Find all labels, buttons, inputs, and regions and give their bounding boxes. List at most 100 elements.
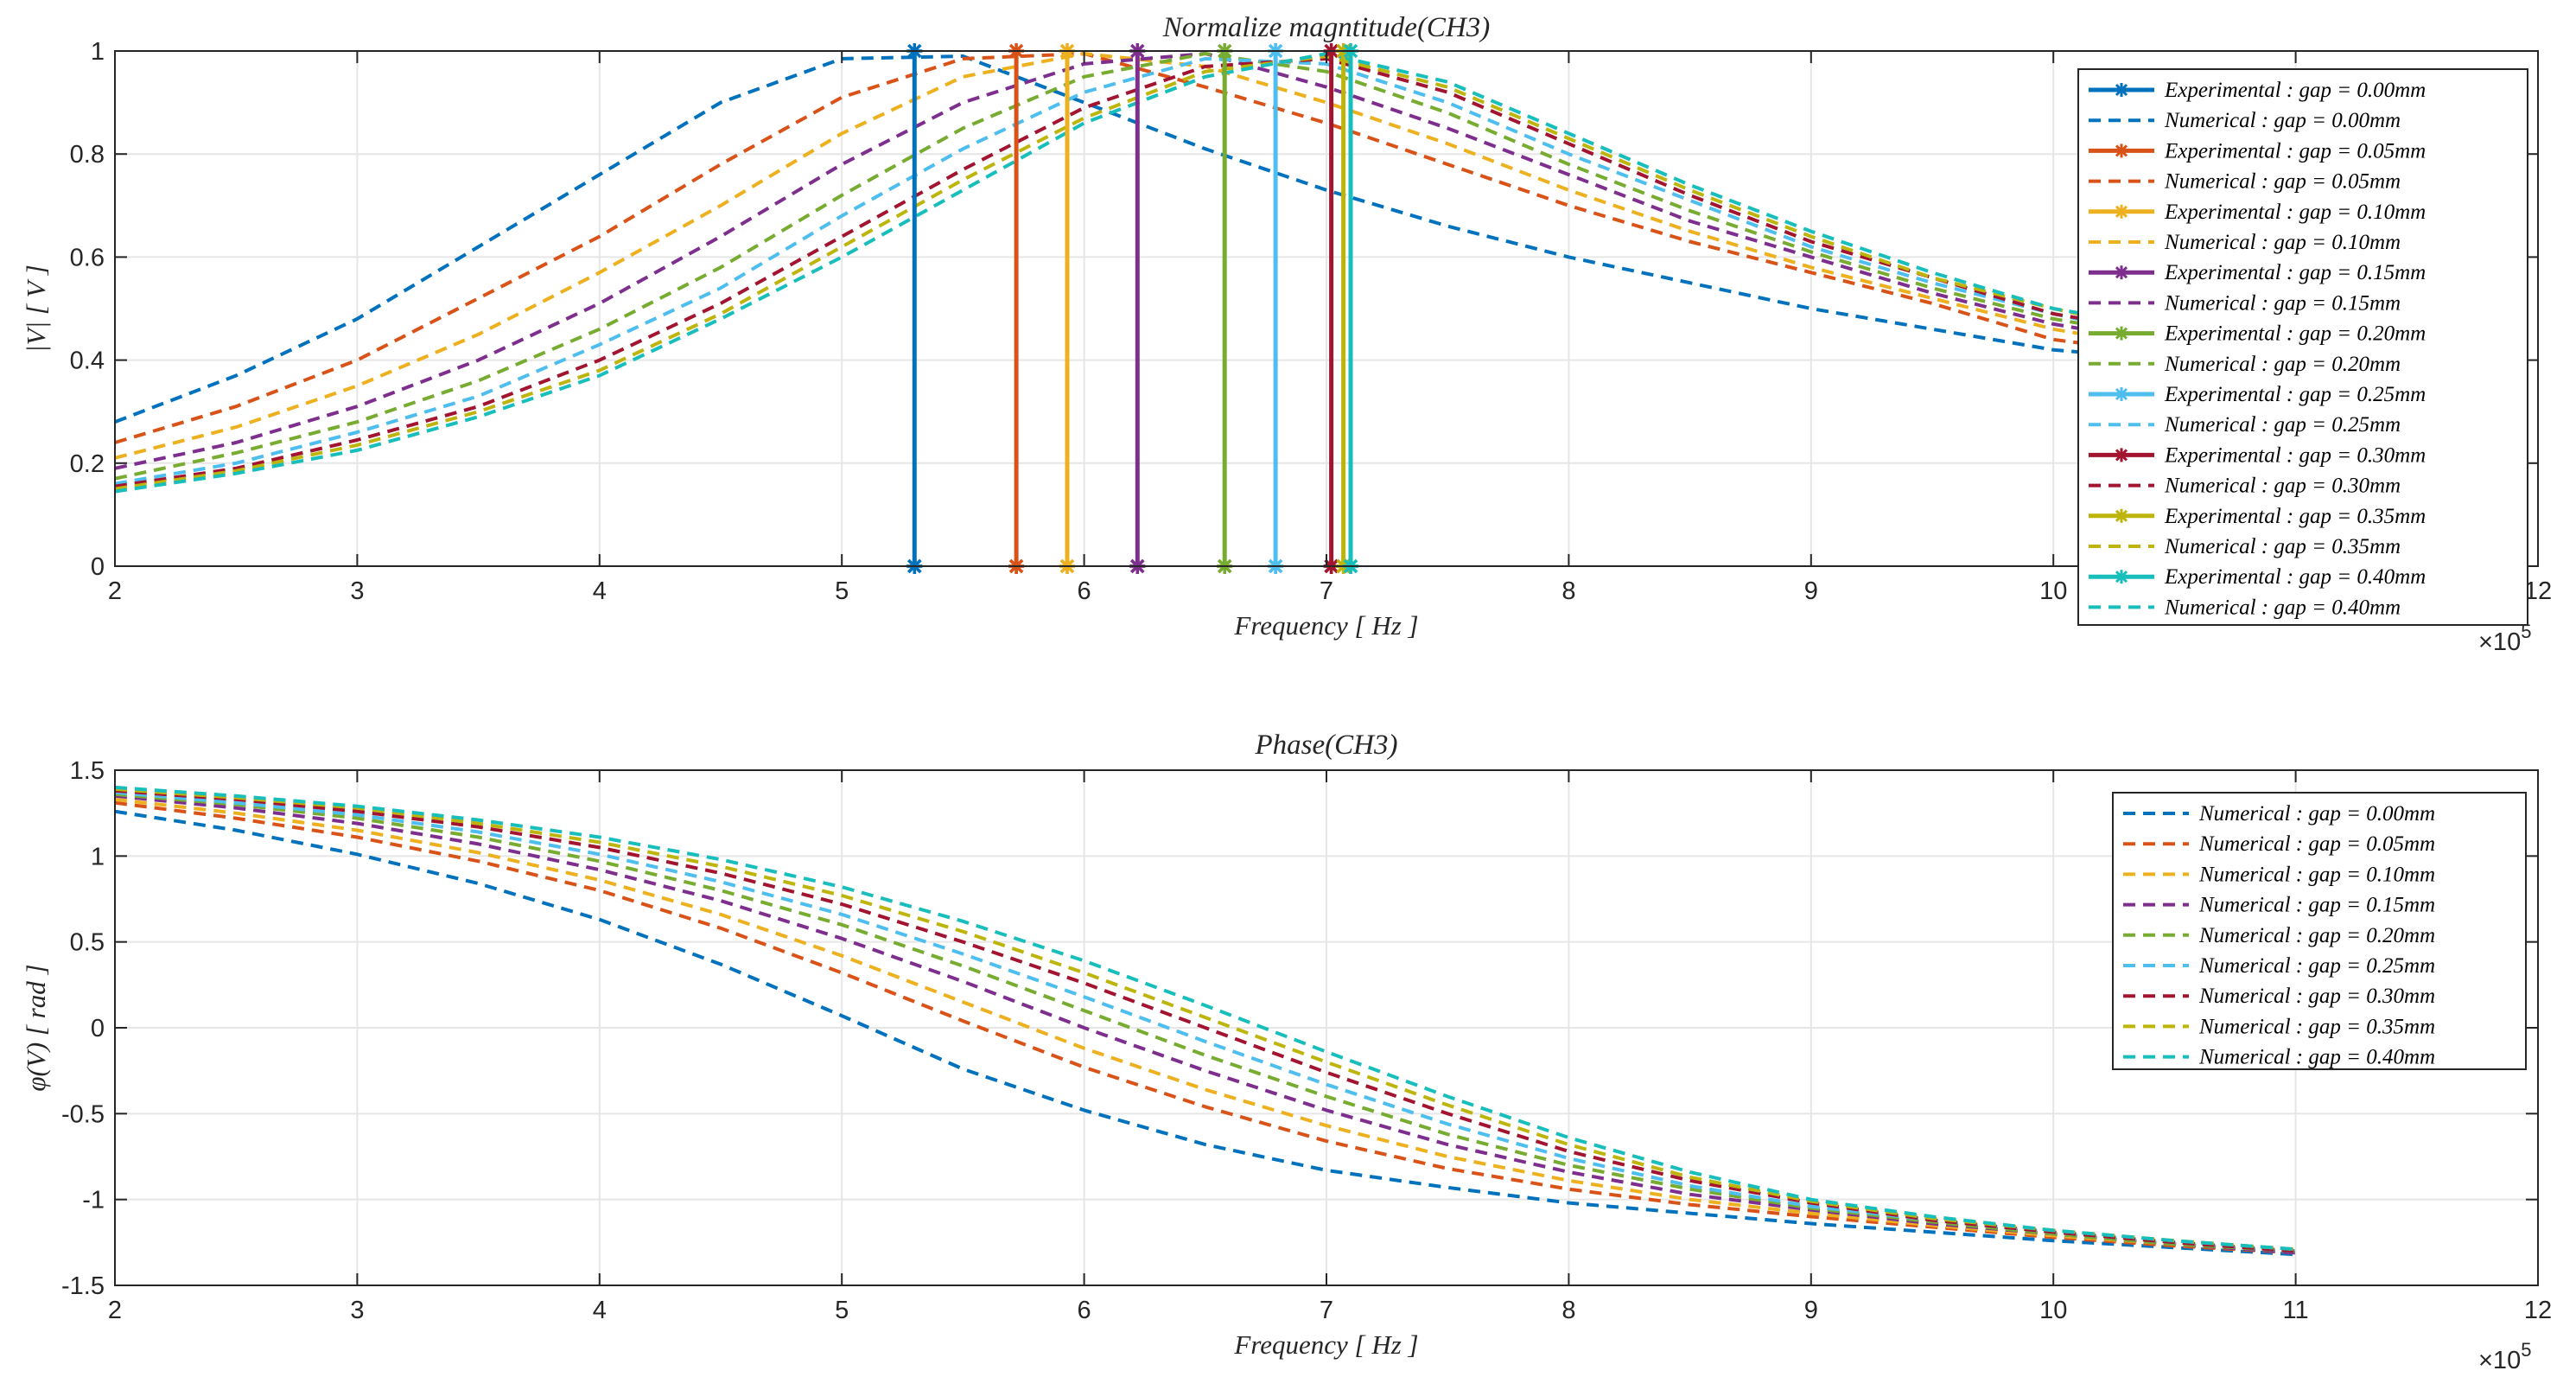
legend-marker — [2115, 387, 2128, 401]
legend-entry-numerical-gap-0-40mm: Numerical : gap = 0.40mm — [2089, 596, 2401, 619]
x-tick-label: 4 — [593, 577, 607, 605]
series-line-numerical-gap-0-35mm — [114, 54, 2296, 491]
x-tick-label: 5 — [835, 577, 849, 605]
y-tick-label: 1.5 — [70, 757, 105, 785]
x-tick-label: 10 — [2039, 1297, 2067, 1324]
series-line-numerical-gap-0-20mm — [114, 52, 2296, 481]
legend-entry-numerical-gap-0-35mm: Numerical : gap = 0.35mm — [2089, 535, 2401, 558]
legend-label: Experimental : gap = 0.20mm — [2164, 322, 2426, 346]
series-line-numerical-gap-0-00mm — [114, 54, 2296, 424]
legend-label: Numerical : gap = 0.40mm — [2198, 1046, 2435, 1069]
legend-marker — [2115, 508, 2128, 523]
magnitude-xlabel: Frequency [ Hz ] — [1233, 610, 1418, 641]
y-tick-label: -1 — [82, 1187, 105, 1214]
y-tick-label: 0.5 — [70, 929, 105, 957]
magnitude-legend-box — [2077, 68, 2528, 626]
legend-label: Experimental : gap = 0.35mm — [2164, 505, 2426, 528]
y-tick-label: -1.5 — [61, 1272, 105, 1300]
y-tick-label: 1 — [91, 843, 105, 870]
phase-legend-entries: Numerical : gap = 0.00mm Numerical : gap … — [2123, 802, 2435, 1069]
magnitude-panel: 2345678910111200.20.40.60.81 Normalize m… — [21, 12, 2552, 656]
x-tick-label: 7 — [1320, 577, 1333, 605]
phase-x-multiplier: ×105 — [2478, 1339, 2531, 1374]
series-line-numerical-gap-0-00mm — [114, 809, 2296, 1257]
x-tick-label: 7 — [1320, 1297, 1333, 1324]
legend-marker — [2115, 143, 2128, 158]
legend-entry-numerical-gap-0-05mm: Numerical : gap = 0.05mm — [2123, 832, 2435, 856]
legend-marker — [2115, 570, 2128, 584]
legend-entry-numerical-gap-0-05mm: Numerical : gap = 0.05mm — [2089, 170, 2401, 194]
magnitude-legend-entries: Experimental : gap = 0.00mm Numerical : g… — [2089, 79, 2426, 619]
legend-entry-numerical-gap-0-20mm: Numerical : gap = 0.20mm — [2123, 924, 2435, 947]
x-tick-label: 5 — [835, 1297, 849, 1324]
legend-entry-numerical-gap-0-40mm: Numerical : gap = 0.40mm — [2123, 1046, 2435, 1069]
legend-entry-experimental-gap-0-05mm: Experimental : gap = 0.05mm — [2089, 139, 2426, 163]
legend-entry-numerical-gap-0-25mm: Numerical : gap = 0.25mm — [2123, 954, 2435, 978]
legend-label: Experimental : gap = 0.15mm — [2164, 261, 2426, 284]
legend-entry-numerical-gap-0-25mm: Numerical : gap = 0.25mm — [2089, 413, 2401, 437]
legend-entry-experimental-gap-0-15mm: Experimental : gap = 0.15mm — [2089, 261, 2426, 284]
x-tick-label: 9 — [1804, 1297, 1818, 1324]
magnitude-legend: Experimental : gap = 0.00mm Numerical : g… — [2077, 68, 2528, 626]
legend-entry-experimental-gap-0-30mm: Experimental : gap = 0.30mm — [2089, 443, 2426, 467]
legend-label: Experimental : gap = 0.00mm — [2164, 79, 2426, 102]
magnitude-ticks: 2345678910111200.20.40.60.81 — [70, 38, 2552, 605]
legend-label: Experimental : gap = 0.25mm — [2164, 383, 2426, 406]
legend-entry-experimental-gap-0-35mm: Experimental : gap = 0.35mm — [2089, 505, 2426, 528]
x-tick-label: 8 — [1562, 577, 1575, 605]
magnitude-title: Normalize magntitude(CH3) — [1162, 12, 1491, 43]
legend-entry-numerical-gap-0-15mm: Numerical : gap = 0.15mm — [2123, 894, 2435, 917]
legend-label: Numerical : gap = 0.35mm — [2198, 1015, 2435, 1038]
legend-label: Numerical : gap = 0.20mm — [2164, 353, 2401, 376]
legend-entry-experimental-gap-0-00mm: Experimental : gap = 0.00mm — [2089, 79, 2426, 102]
y-tick-label: 0.4 — [70, 347, 105, 375]
legend-label: Numerical : gap = 0.05mm — [2198, 832, 2435, 856]
x-tick-label: 2 — [108, 577, 122, 605]
legend-entry-numerical-gap-0-00mm: Numerical : gap = 0.00mm — [2089, 109, 2401, 132]
legend-entry-numerical-gap-0-30mm: Numerical : gap = 0.30mm — [2123, 985, 2435, 1008]
phase-legend-box — [2112, 792, 2527, 1070]
legend-label: Numerical : gap = 0.00mm — [2164, 109, 2401, 132]
y-tick-label: -0.5 — [61, 1100, 105, 1128]
legend-marker — [2115, 83, 2128, 97]
series-line-numerical-gap-0-40mm — [114, 785, 2296, 1252]
phase-xlabel: Frequency [ Hz ] — [1233, 1329, 1418, 1360]
legend-marker — [2115, 265, 2128, 280]
phase-series — [114, 785, 2296, 1257]
legend-label: Experimental : gap = 0.40mm — [2164, 565, 2426, 589]
legend-label: Numerical : gap = 0.30mm — [2198, 985, 2435, 1008]
legend-label: Numerical : gap = 0.25mm — [2164, 413, 2401, 437]
legend-marker — [2115, 326, 2128, 341]
phase-title: Phase(CH3) — [1255, 730, 1398, 761]
legend-label: Experimental : gap = 0.10mm — [2164, 201, 2426, 224]
phase-ylabel: φ(V) [ rad ] — [21, 964, 51, 1091]
legend-marker — [2115, 204, 2128, 219]
legend-label: Numerical : gap = 0.10mm — [2198, 863, 2435, 886]
legend-label: Experimental : gap = 0.05mm — [2164, 139, 2426, 163]
x-tick-label: 10 — [2039, 577, 2067, 605]
phase-legend: Numerical : gap = 0.00mm Numerical : gap … — [2112, 792, 2527, 1070]
x-tick-label: 12 — [2524, 577, 2552, 605]
series-line-numerical-gap-0-25mm — [114, 56, 2296, 486]
series-line-numerical-gap-0-30mm — [114, 56, 2296, 488]
series-line-numerical-gap-0-05mm — [114, 52, 2296, 444]
legend-entry-experimental-gap-0-20mm: Experimental : gap = 0.20mm — [2089, 322, 2426, 346]
legend-entry-numerical-gap-0-10mm: Numerical : gap = 0.10mm — [2089, 231, 2401, 254]
legend-entry-experimental-gap-0-40mm: Experimental : gap = 0.40mm — [2089, 565, 2426, 589]
phase-panel: 2 3 4 5 6 7 8 9 10 11 12 -1.5 -1 -0.5 0 0.5 1 1.5 Phase(C… — [21, 730, 2552, 1374]
magnitude-x-multiplier: ×105 — [2478, 621, 2531, 656]
legend-entry-numerical-gap-0-35mm: Numerical : gap = 0.35mm — [2123, 1015, 2435, 1038]
x-tick-label: 3 — [350, 1297, 364, 1324]
x-tick-label: 12 — [2524, 1297, 2552, 1324]
legend-entry-numerical-gap-0-20mm: Numerical : gap = 0.20mm — [2089, 353, 2401, 376]
x-tick-label: 2 — [108, 1297, 122, 1324]
legend-entry-numerical-gap-0-10mm: Numerical : gap = 0.10mm — [2123, 863, 2435, 886]
y-tick-label: 0.2 — [70, 450, 105, 478]
legend-entry-experimental-gap-0-10mm: Experimental : gap = 0.10mm — [2089, 201, 2426, 224]
legend-label: Numerical : gap = 0.20mm — [2198, 924, 2435, 947]
x-tick-label: 6 — [1078, 1297, 1091, 1324]
legend-label: Numerical : gap = 0.40mm — [2164, 596, 2401, 619]
x-tick-label: 8 — [1562, 1297, 1575, 1324]
legend-label: Experimental : gap = 0.30mm — [2164, 443, 2426, 467]
